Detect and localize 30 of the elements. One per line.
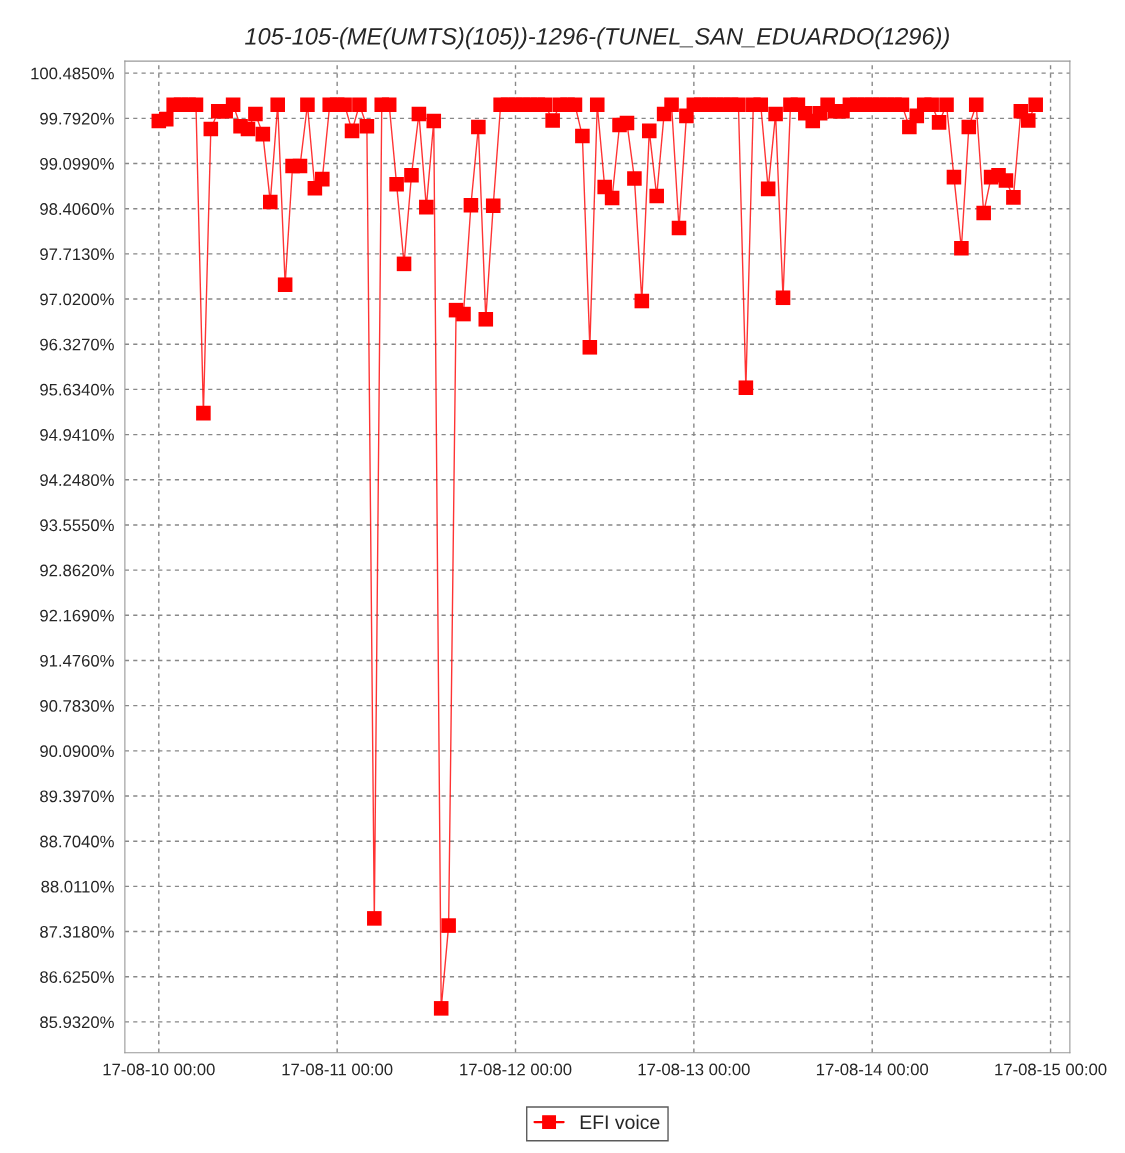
y-tick-label: 87.3180% [40,925,114,938]
y-tick-label: 99.0990% [40,157,114,170]
y-tick-label: 95.6340% [40,383,114,396]
y-tick-label: 94.2480% [40,474,114,486]
x-tick-label: 17-08-11 00:00 [282,1063,393,1076]
y-tick-label: 85.9320% [40,1016,114,1029]
y-tick-label: 88.0110% [41,880,114,893]
y-tick-label: 96.3270% [40,338,114,351]
y-tick-label: 94.9410% [40,429,114,441]
y-tick-label: 90.7830% [40,700,114,712]
y-tick-label: 91.4760% [40,654,114,667]
y-tick-label: 90.0900% [40,745,114,758]
x-tick-label: 17-08-13 00:00 [638,1063,750,1076]
x-tick-label: 17-08-12 00:00 [460,1063,572,1076]
x-tick-label: 17-08-10 00:00 [103,1063,215,1076]
x-tick-label: 17-08-15 00:00 [995,1063,1107,1076]
y-tick-label: 99.7920% [40,112,114,125]
y-tick-label: 86.6250% [40,971,114,983]
y-tick-label: 92.8620% [40,564,114,577]
y-tick-label: 88.7040% [40,835,114,848]
x-tick-label: 17-08-14 00:00 [816,1063,929,1076]
y-tick-label: 97.7130% [40,248,114,261]
y-tick-label: 92.1690% [40,609,114,622]
chart-title: 105-105-(ME(UMTS)(105))-1296-(TUNEL_SAN_EDUARDO(1296)) [245,27,949,50]
y-tick-label: 89.3970% [40,790,114,803]
y-tick-label: 98.4060% [40,203,114,215]
y-tick-label: 97.0200% [40,293,114,306]
y-tick-label: 93.5550% [40,519,114,532]
y-tick-label: 100.4850% [31,67,114,80]
legend-label: EFI voice [580,1114,660,1130]
